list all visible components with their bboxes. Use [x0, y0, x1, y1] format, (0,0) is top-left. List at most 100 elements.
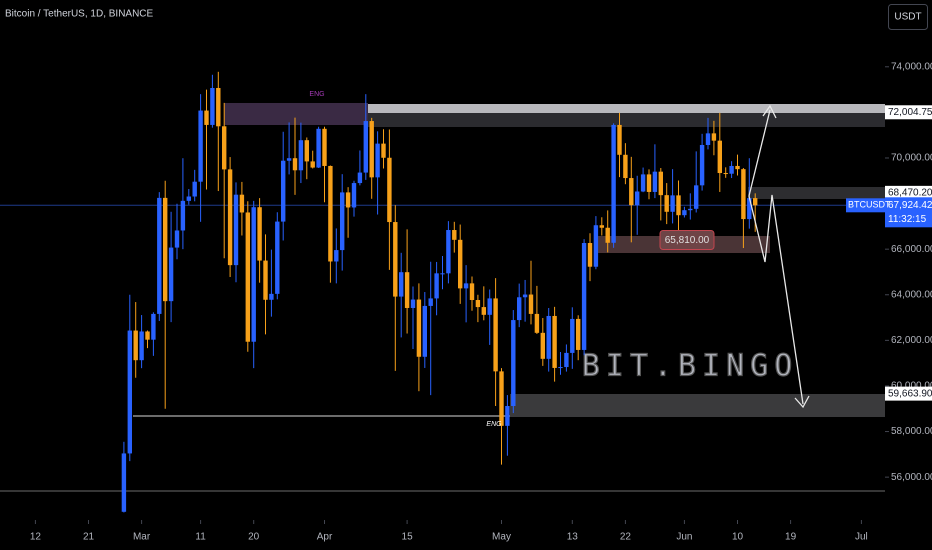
candle-body [534, 313, 540, 333]
candle-body [168, 247, 174, 302]
time-axis [0, 520, 932, 550]
candle-body [440, 273, 445, 275]
zone-label-box [659, 230, 715, 251]
candle-body [564, 352, 569, 368]
x-tick-label: Jun [676, 532, 692, 543]
candle-body [463, 283, 469, 289]
candle-body [688, 208, 693, 211]
price-label-box [885, 386, 932, 401]
x-tick-label: 10 [732, 532, 744, 543]
candle-body [558, 367, 563, 369]
candle-body [416, 299, 422, 357]
candle-body [304, 140, 309, 162]
candle-body [522, 294, 528, 298]
candle-body [257, 207, 262, 261]
candle-body [505, 406, 510, 426]
candle-body [570, 318, 575, 353]
price-label-box [885, 185, 932, 200]
candle-body [434, 273, 439, 299]
zone [510, 394, 885, 417]
annotation: ENG [486, 421, 502, 428]
price-label: 68,470.20 [888, 187, 932, 198]
candle-body [699, 144, 705, 186]
candle-body [717, 140, 722, 174]
candle-body [581, 243, 587, 350]
arrow-head [794, 395, 810, 409]
price-axis [885, 0, 932, 550]
x-tick-label: May [492, 532, 511, 543]
candle-body [393, 222, 398, 297]
candle-body [222, 126, 227, 170]
candle-body [292, 158, 298, 171]
price-label: 59,663.90 [888, 388, 932, 399]
x-tick-label: Apr [317, 532, 333, 543]
y-tick-label: 60,000.00 [891, 381, 932, 392]
y-tick-label: 62,000.00 [891, 335, 932, 346]
candle-body [334, 250, 339, 262]
candle-body [664, 195, 669, 212]
candle-body [511, 320, 516, 407]
candle-body [145, 331, 150, 340]
candle-body [316, 128, 321, 168]
candle-body [322, 128, 327, 166]
x-tick-label: 19 [785, 532, 797, 543]
candle-body [587, 243, 593, 267]
candle-body [487, 298, 492, 315]
x-tick-label: 20 [248, 532, 260, 543]
candle-body [192, 181, 197, 197]
candle-body [369, 121, 374, 178]
zone [368, 104, 885, 113]
candle-body [629, 178, 634, 206]
candle-body [263, 260, 268, 300]
symbol-box [846, 198, 885, 213]
currency-label[interactable]: USDT [894, 12, 921, 23]
candle-body [747, 198, 752, 220]
candle-body [428, 298, 433, 306]
candle-body [127, 330, 132, 454]
candle-body [599, 225, 604, 228]
x-tick-label: 22 [620, 532, 632, 543]
candle-body [174, 230, 180, 248]
candle-body [735, 165, 740, 170]
candle-body [640, 174, 646, 192]
countdown: 11:32:15 [888, 214, 927, 225]
candle-body [133, 330, 138, 361]
candle-body [540, 332, 545, 359]
candle-body [227, 169, 233, 266]
candle-body [646, 174, 652, 192]
x-tick-label: 13 [567, 532, 579, 543]
candle-body [310, 161, 315, 168]
last-price-label: 67,924.42 [888, 200, 932, 211]
symbol-label: BTCUSDT [848, 200, 891, 210]
candle-body [635, 191, 640, 206]
candle-body [422, 305, 427, 357]
candle-body [363, 121, 368, 173]
candle-body [593, 225, 599, 267]
candle-body [275, 221, 280, 294]
arrow [748, 109, 771, 197]
candle-body [410, 299, 416, 308]
currency-button[interactable] [888, 4, 928, 30]
arrow-head [762, 104, 777, 119]
last-price-box [885, 197, 932, 228]
candle-body [387, 157, 392, 223]
candle-body [481, 307, 486, 315]
candle-body [741, 169, 746, 220]
price-label-box [885, 105, 932, 120]
x-tick-label: 21 [83, 532, 95, 543]
candle-body [723, 173, 728, 175]
candle-body [729, 165, 734, 174]
candle-body [617, 124, 622, 155]
candle-body [198, 110, 203, 182]
candle-body [269, 293, 274, 300]
x-tick-label: Mar [133, 532, 151, 543]
candle-body [404, 272, 410, 308]
y-tick-label: 66,000.00 [891, 244, 932, 255]
annotation: ENG [309, 91, 324, 98]
candle-body [499, 371, 504, 426]
candle-body [357, 172, 363, 184]
candle-body [157, 197, 162, 314]
candle-body [658, 171, 663, 196]
candle-body [546, 315, 551, 359]
candle-body [281, 160, 286, 222]
